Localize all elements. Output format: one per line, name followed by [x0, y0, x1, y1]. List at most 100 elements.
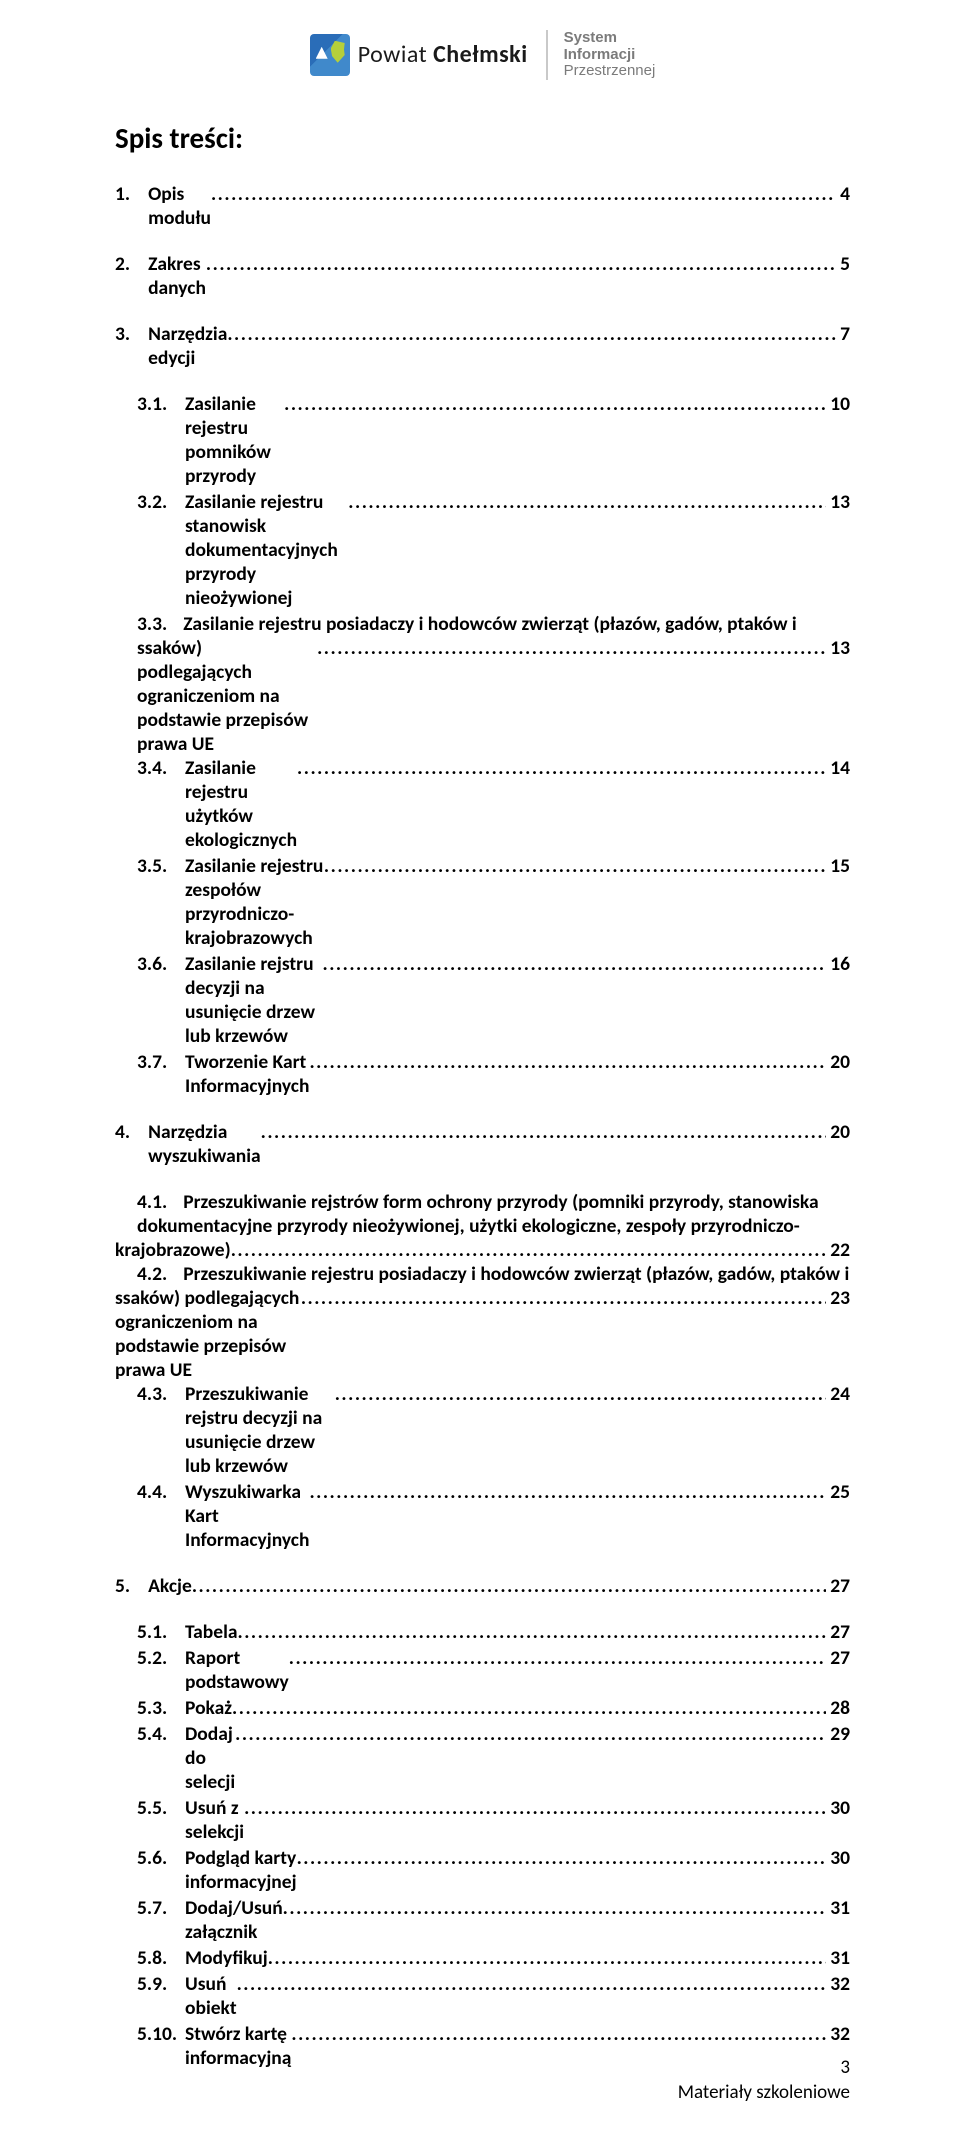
toc-entry: 5.Akcje 27	[115, 1574, 850, 1598]
toc-page: 14	[826, 756, 850, 780]
toc-text: Dodaj/Usuń załącznik	[185, 1896, 283, 1944]
toc-page: 27	[826, 1646, 850, 1670]
toc-leader-dots	[323, 952, 827, 976]
toc-page: 5	[836, 252, 850, 276]
toc-entry: 3.7.Tworzenie Kart Informacyjnych20	[115, 1050, 850, 1098]
toc-leader-dots	[317, 636, 826, 660]
toc-lead-text: Przeszukiwanie rejstrów form ochrony prz…	[137, 1190, 819, 1238]
toc-page: 16	[826, 952, 850, 976]
toc-text: Akcje	[148, 1574, 192, 1598]
logo-powiat: Powiat Chełmski	[310, 34, 528, 76]
toc-entry: 3.1.Zasilanie rejestru pomników przyrody…	[115, 392, 850, 488]
toc-text: Tworzenie Kart Informacyjnych	[185, 1050, 309, 1098]
toc-entry: 5.2.Raport podstawowy27	[115, 1646, 850, 1694]
toc-page: 20	[826, 1120, 850, 1144]
toc-entry: 4.2.Przeszukiwanie rejestru posiadaczy i…	[115, 1262, 850, 1382]
toc-leader-dots	[235, 1722, 826, 1746]
toc-entry: 5.8.Modyfikuj31	[115, 1946, 850, 1970]
toc-leader-dots	[297, 756, 826, 780]
toc-leader-dots	[206, 252, 836, 276]
sip-line3: Przestrzennej	[564, 63, 656, 80]
toc-text: Zasilanie rejestru pomników przyrody	[185, 392, 284, 488]
toc-page: 7	[836, 322, 850, 346]
toc-page: 13	[826, 636, 850, 660]
toc-entry: 4.4.Wyszukiwarka Kart Informacyjnych25	[115, 1480, 850, 1552]
toc-page: 28	[826, 1696, 850, 1720]
toc-text: Przeszukiwanie rejstru decyzji na usunię…	[185, 1382, 335, 1478]
toc-number: 5.10.	[137, 2022, 185, 2046]
toc-text: Usuń obiekt	[185, 1972, 237, 2020]
toc-page: 10	[826, 392, 850, 416]
toc-number: 3.6.	[137, 952, 185, 976]
toc-entry: 3.Narzędzia edycji7	[115, 322, 850, 370]
toc-tail-text: ssaków) podlegających ograniczeniom na p…	[115, 1286, 301, 1382]
toc-text: Podgląd karty informacyjnej	[185, 1846, 297, 1894]
toc-entry: 3.6.Zasilanie rejstru decyzji na usunięc…	[115, 952, 850, 1048]
toc-title: Spis treści:	[115, 120, 850, 156]
toc-page: 27	[826, 1620, 850, 1644]
toc-leader-dots	[324, 854, 826, 878]
toc-text-lead: 4.1.Przeszukiwanie rejstrów form ochrony…	[137, 1190, 850, 1238]
footer-label: Materiały szkoleniowe	[678, 2081, 850, 2104]
toc-number: 5.3.	[137, 1696, 185, 1720]
toc-tail-text: krajobrazowe)	[115, 1238, 231, 1262]
toc-leader-dots	[211, 182, 836, 206]
toc-leader-dots	[244, 1796, 826, 1820]
toc-number: 3.1.	[137, 392, 185, 416]
toc-text: Usuń z selekcji	[185, 1796, 244, 1844]
toc-lead-text: Przeszukiwanie rejestru posiadaczy i hod…	[183, 1262, 849, 1286]
toc-text: Narzędzia edycji	[148, 322, 227, 370]
logo-sip: System Informacji Przestrzennej	[546, 30, 656, 80]
toc-entry: 3.4.Zasilanie rejestru użytków ekologicz…	[115, 756, 850, 852]
toc-number: 4.1.	[137, 1190, 183, 1214]
toc-entry: 5.9.Usuń obiekt32	[115, 1972, 850, 2020]
toc-number: 4.3.	[137, 1382, 185, 1406]
toc-page: 27	[826, 1574, 850, 1598]
page-header: Powiat Chełmski System Informacji Przest…	[115, 30, 850, 80]
toc-leader-dots	[289, 1646, 826, 1670]
toc-number: 5.9.	[137, 1972, 185, 1996]
toc-leader-dots	[237, 1972, 827, 1996]
toc-entry: 5.7.Dodaj/Usuń załącznik31	[115, 1896, 850, 1944]
toc-leader-dots	[284, 392, 826, 416]
toc-entry: 5.6.Podgląd karty informacyjnej30	[115, 1846, 850, 1894]
toc-text: Zasilanie rejestru stanowisk dokumentacy…	[185, 490, 348, 610]
toc-leader-dots	[291, 2022, 826, 2046]
toc-page: 24	[826, 1382, 850, 1406]
toc-leader-dots	[238, 1620, 827, 1644]
toc-number: 3.4.	[137, 756, 185, 780]
toc-leader-dots	[283, 1896, 827, 1920]
toc-page: 32	[826, 2022, 850, 2046]
toc-number: 2.	[115, 252, 148, 276]
sip-line2: Informacji	[564, 47, 656, 64]
toc-number: 5.1.	[137, 1620, 185, 1644]
toc-text: Zasilanie rejstru decyzji na usunięcie d…	[185, 952, 323, 1048]
toc-leader-dots	[232, 1696, 826, 1720]
toc-page: 30	[826, 1796, 850, 1820]
toc-entry: 4.1.Przeszukiwanie rejstrów form ochrony…	[115, 1190, 850, 1262]
toc-page: 4	[836, 182, 850, 206]
toc-number: 3.5.	[137, 854, 185, 878]
logo-text-bold: Chełmski	[433, 40, 528, 69]
toc-text: Zakres danych	[148, 252, 206, 300]
toc-leader-dots	[231, 1238, 827, 1262]
toc-page: 23	[826, 1286, 850, 1310]
toc-number: 4.4.	[137, 1480, 185, 1504]
toc-number: 5.	[115, 1574, 148, 1598]
toc-page: 31	[826, 1946, 850, 1970]
toc-number: 1.	[115, 182, 148, 206]
toc-text: Opis modułu	[148, 182, 211, 230]
toc-leader-dots	[268, 1946, 827, 1970]
page-footer: 3 Materiały szkoleniowe	[678, 2056, 850, 2104]
toc-entry: 3.3.Zasilanie rejestru posiadaczy i hodo…	[115, 612, 850, 756]
toc-number: 5.4.	[137, 1722, 185, 1746]
toc-entry: 1.Opis modułu 4	[115, 182, 850, 230]
toc-page: 15	[826, 854, 850, 878]
toc-text: Pokaż	[185, 1696, 232, 1720]
toc-number: 5.5.	[137, 1796, 185, 1820]
sip-line1: System	[564, 30, 656, 47]
toc-number: 3.7.	[137, 1050, 185, 1074]
toc-text: Zasilanie rejestru zespołów przyrodniczo…	[185, 854, 324, 950]
powiat-emblem-icon	[310, 34, 350, 76]
toc-entry: 5.5.Usuń z selekcji 30	[115, 1796, 850, 1844]
